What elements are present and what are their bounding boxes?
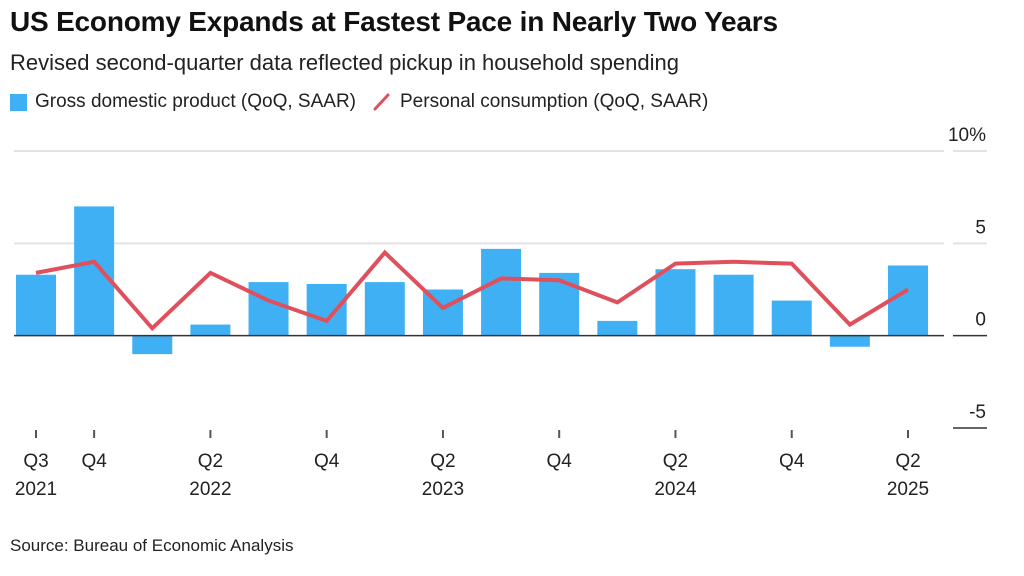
x-tick-label: Q4 <box>779 451 805 472</box>
x-axis: Q3 2021 Q4 Q2 2022 Q4 Q2 2023 Q4 Q2 2024 Q4 Q2 2025 <box>15 430 929 500</box>
gdp-bar <box>771 300 812 336</box>
chart-title: US Economy Expands at Fastest Pace in Ne… <box>10 6 778 37</box>
legend-item-gdp: Gross domestic product (QoQ, SAAR) <box>10 91 356 113</box>
x-tick-label: Q2 <box>663 451 688 472</box>
gdp-bar <box>16 274 56 336</box>
y-tick-label: 0 <box>975 310 986 331</box>
source-note: Source: Bureau of Economic Analysis <box>10 536 294 555</box>
gdp-bar <box>306 283 347 336</box>
gdp-bar <box>655 269 696 336</box>
legend-label-consumption: Personal consumption (QoQ, SAAR) <box>400 91 709 112</box>
chart-subtitle: Revised second-quarter data reflected pi… <box>10 50 679 75</box>
x-tick-label: Q4 <box>547 451 573 472</box>
gdp-bar <box>248 282 289 336</box>
consumption-line <box>35 249 910 332</box>
legend-label-gdp: Gross domestic product (QoQ, SAAR) <box>35 91 356 112</box>
gdp-bar <box>74 206 115 336</box>
gdp-bar <box>132 335 173 355</box>
legend-bar-swatch-icon <box>10 93 27 111</box>
x-tick-label: Q4 <box>81 451 107 472</box>
y-tick-label: -5 <box>969 402 986 423</box>
legend-line-swatch-icon <box>373 93 390 111</box>
gdp-bar <box>597 320 638 336</box>
gdp-bar <box>713 274 754 336</box>
y-axis: 10% 5 0 -5 <box>948 125 987 429</box>
gdp-bar <box>888 265 928 336</box>
x-tick-label: Q4 <box>314 451 340 472</box>
x-tick-year-label: 2023 <box>422 479 464 500</box>
x-tick-year-label: 2021 <box>15 479 57 500</box>
x-tick-year-label: 2025 <box>887 479 929 500</box>
gridlines <box>14 150 944 245</box>
gdp-bar <box>481 248 522 336</box>
x-tick-label: Q2 <box>895 451 920 472</box>
x-tick-label: Q2 <box>430 451 455 472</box>
x-tick-label: Q3 <box>23 451 48 472</box>
gdp-bars <box>16 206 928 355</box>
y-tick-label: 5 <box>975 217 986 238</box>
x-tick-year-label: 2022 <box>189 479 231 500</box>
x-tick-label: Q2 <box>198 451 223 472</box>
y-tick-label: 10% <box>948 125 986 146</box>
legend: Gross domestic product (QoQ, SAAR) Perso… <box>10 91 724 113</box>
x-tick-year-label: 2024 <box>654 479 697 500</box>
gdp-bar <box>190 324 231 336</box>
consumption-line-group <box>35 249 910 332</box>
gdp-bar <box>364 282 405 336</box>
gdp-bar <box>829 335 870 347</box>
legend-item-consumption: Personal consumption (QoQ, SAAR) <box>372 91 708 113</box>
